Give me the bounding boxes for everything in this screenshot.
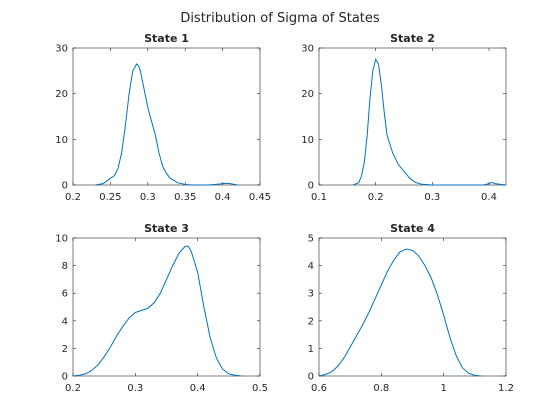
y-tick-label: 20 (301, 89, 314, 100)
subplot-title: State 4 (390, 222, 435, 235)
subplot-title: State 1 (144, 32, 189, 45)
x-tick-label: 0.5 (252, 383, 268, 394)
x-tick-label: 1.2 (498, 383, 514, 394)
subplot-1: State 1 0.2 0.25 0.3 0.35 0.4 0.45 0 10 20 30 (55, 32, 271, 203)
x-tick-label: 1 (440, 383, 446, 394)
x-tick-label: 0.35 (174, 192, 196, 203)
subplot-2: State 2 0.1 0.2 0.3 0.4 0 10 20 30 (301, 32, 507, 203)
y-tick-label: 1 (308, 344, 314, 355)
x-tick-label: 0.2 (65, 383, 81, 394)
x-tick-label: 0.3 (127, 383, 143, 394)
x-tick-label: 0.4 (481, 192, 497, 203)
x-tick-label: 0.8 (373, 383, 389, 394)
x-tick-label: 0.3 (140, 192, 156, 203)
axes-box (72, 47, 261, 186)
y-tick-label: 2 (62, 344, 68, 355)
subplot-4: State 4 0.6 0.8 1 1.2 0 1 2 3 4 5 (308, 222, 514, 394)
y-tick-label: 6 (62, 289, 68, 300)
y-tick-label: 5 (308, 234, 314, 245)
density-curve (95, 63, 238, 186)
x-tick-label: 0.6 (311, 383, 327, 394)
axes-box (318, 237, 507, 377)
y-tick-label: 2 (308, 316, 314, 327)
subplot-3: State 3 0.2 0.3 0.4 0.5 0 2 4 6 8 10 (55, 222, 268, 394)
x-tick-label: 0.2 (368, 192, 384, 203)
y-tick-label: 10 (301, 135, 314, 146)
x-tick-label: 0.3 (424, 192, 440, 203)
axes-box (72, 237, 261, 377)
y-tick-label: 0 (308, 181, 314, 192)
y-tick-label: 4 (62, 316, 68, 327)
axes-box (318, 47, 507, 186)
subplot-title: State 2 (390, 32, 435, 45)
x-tick-label: 0.4 (215, 192, 231, 203)
x-tick-label: 0.25 (99, 192, 121, 203)
y-tick-label: 30 (301, 44, 314, 55)
y-tick-label: 0 (62, 181, 68, 192)
y-tick-label: 0 (62, 372, 68, 383)
y-tick-label: 20 (55, 89, 68, 100)
x-tick-label: 0.1 (311, 192, 327, 203)
x-tick-label: 0.45 (249, 192, 271, 203)
figure-title: Distribution of Sigma of States (180, 11, 380, 26)
y-tick-label: 10 (55, 234, 68, 245)
x-tick-label: 0.4 (190, 383, 206, 394)
density-curve (72, 245, 242, 377)
x-tick-label: 0.2 (65, 192, 81, 203)
y-tick-label: 10 (55, 135, 68, 146)
density-curve (318, 248, 482, 377)
y-tick-label: 0 (308, 372, 314, 383)
y-tick-label: 3 (308, 289, 314, 300)
density-curve (352, 58, 507, 186)
subplot-title: State 3 (144, 222, 189, 235)
y-tick-label: 8 (62, 261, 68, 272)
y-tick-label: 4 (308, 261, 314, 272)
y-tick-label: 30 (55, 44, 68, 55)
